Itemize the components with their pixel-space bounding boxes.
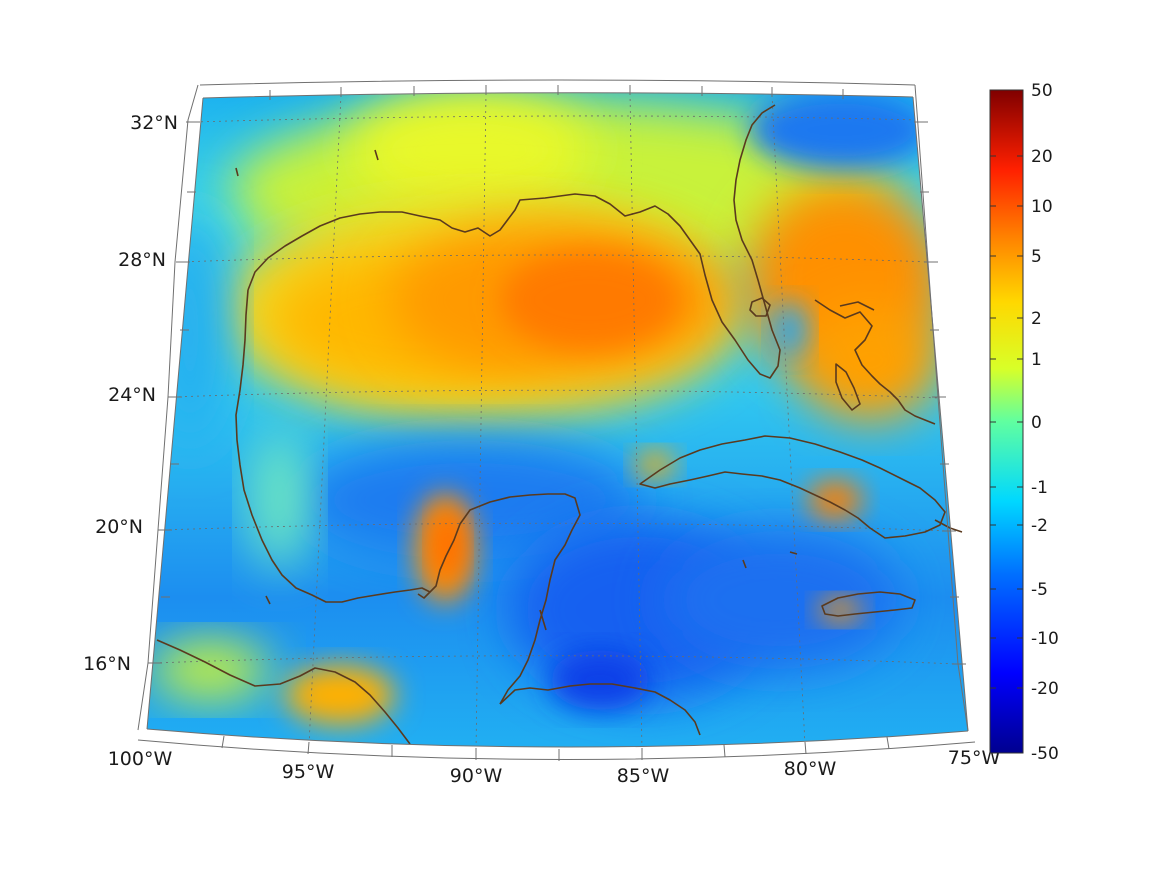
coastline-jamaica: [821, 591, 916, 617]
lat-label-20n: 20°N: [95, 516, 143, 538]
latitude-labels: 32°N 28°N 24°N 20°N 16°N: [83, 112, 178, 675]
meridian-95W: [308, 94, 342, 746]
coastline-mexico-gulf: [235, 289, 581, 705]
lon-label-85w: 85°W: [617, 765, 670, 787]
coastline-us-gulf: [247, 104, 781, 379]
meridian-90W: [475, 92, 487, 748]
coastline-pacific: [156, 639, 411, 745]
coastline-cuba: [639, 435, 946, 539]
lon-label-100w: 100°W: [108, 748, 173, 770]
lon-label-90w: 90°W: [450, 765, 503, 787]
lat-label-28n: 28°N: [118, 249, 166, 271]
frame-ticks: [148, 85, 966, 761]
lon-label-75w: 75°W: [948, 747, 1001, 769]
colorbar-tick-label: 5: [1031, 247, 1042, 267]
coastline-grand-bahama: [839, 301, 875, 311]
colorbar-tick-label: -20: [1031, 679, 1059, 699]
colorbar-tick-label: -10: [1031, 629, 1059, 649]
parallel-24N: [172, 389, 939, 399]
colorbar-tick-label: 20: [1031, 147, 1053, 167]
meridian-80W: [771, 94, 806, 746]
colorbar-tick-label: 1: [1031, 350, 1042, 370]
parallel-28N: [179, 254, 931, 263]
colorbar-tick-label: 50: [1031, 81, 1053, 101]
lon-label-80w: 80°W: [784, 758, 837, 780]
coastline-islands: [235, 149, 798, 631]
colorbar-tick-label: 2: [1031, 309, 1042, 329]
lat-label-32n: 32°N: [130, 112, 178, 134]
longitude-labels: 100°W 95°W 90°W 85°W 80°W 75°W: [108, 747, 1001, 787]
parallel-32N: [194, 115, 921, 123]
coastline-bahamas: [814, 299, 936, 425]
parallel-20N: [162, 522, 949, 532]
colorbar-tick-label: -1: [1031, 478, 1048, 498]
colorbar-tick-label: -2: [1031, 516, 1048, 536]
coastlines: [156, 104, 963, 745]
meridian-85W: [629, 92, 643, 748]
lon-label-95w: 95°W: [282, 761, 335, 783]
colorbar-tick-label: 10: [1031, 197, 1053, 217]
lat-label-24n: 24°N: [108, 384, 156, 406]
lake-okeechobee: [749, 297, 771, 317]
heatmap-field: [147, 92, 968, 748]
colorbar-tick-label: -50: [1031, 744, 1059, 764]
colorbar-tick-label: 0: [1031, 413, 1042, 433]
coastline-central-america: [499, 683, 701, 736]
graticule: [153, 92, 959, 748]
colorbar-tick-label: -5: [1031, 580, 1048, 600]
lat-label-16n: 16°N: [83, 653, 131, 675]
coastline-andros: [835, 363, 861, 411]
